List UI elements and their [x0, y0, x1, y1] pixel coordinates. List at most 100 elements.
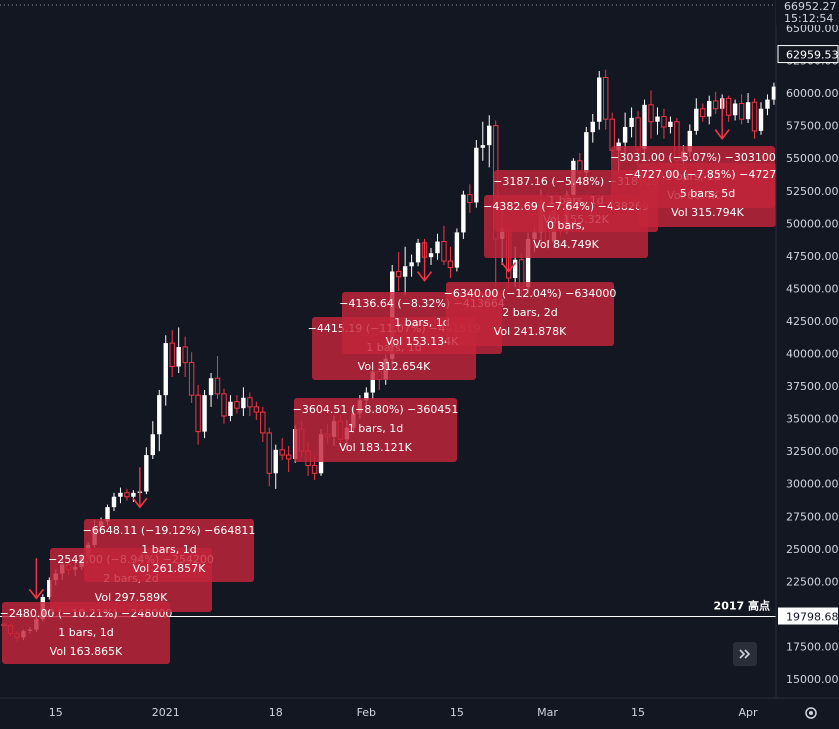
price-tick-label: 32500.00	[786, 445, 839, 458]
last-price: 62959.53	[786, 49, 839, 62]
candle	[221, 388, 227, 424]
candle	[266, 427, 272, 487]
crosshair-price: 66952.27	[784, 0, 837, 13]
candle	[150, 421, 156, 459]
candle	[208, 373, 214, 407]
candle	[144, 447, 149, 495]
annotation-text: 1 bars, 1d	[141, 543, 196, 556]
candle	[648, 90, 654, 139]
candle	[461, 190, 466, 239]
scroll-to-realtime-button[interactable]	[733, 642, 757, 666]
annotation-text: Vol 315.794K	[671, 206, 744, 219]
price-tick-label: 30000.00	[786, 478, 839, 491]
candle	[707, 95, 712, 125]
time-tick-label: 2021	[152, 706, 180, 719]
candle	[47, 577, 52, 600]
price-tick-label: 37500.00	[786, 380, 839, 393]
candle	[214, 356, 221, 400]
measure-annotation[interactable]: −6648.11 (−19.12%) −664811 1 bars, 1d Vol …	[83, 519, 256, 582]
candle	[409, 254, 414, 277]
candle	[118, 487, 123, 504]
price-tick-label: 55000.00	[786, 152, 839, 165]
candle	[474, 139, 479, 208]
candle	[182, 336, 188, 377]
measure-annotation[interactable]: −4382.69 (−7.64%) −438269 0 bars, Vol 84.7…	[483, 195, 649, 258]
candle	[428, 248, 434, 265]
candle	[176, 327, 181, 374]
candle	[694, 98, 699, 135]
annotation-text: Vol 153.134K	[386, 335, 459, 348]
price-tick-label: 40000.00	[786, 348, 839, 361]
candle	[590, 113, 595, 143]
chart-settings-button[interactable]	[805, 707, 817, 719]
crosshair-time: 15:12:54	[784, 12, 833, 25]
measure-annotation[interactable]: −4727.00 (−7.85%) −472700 5 bars, 5d Vol 3…	[625, 163, 791, 227]
annotation-text: Vol 312.654K	[358, 360, 431, 373]
time-axis-labels: 15 2021 18 Feb 15 Mar 15 Apr	[49, 706, 758, 719]
candle	[655, 107, 660, 135]
candle	[454, 228, 460, 272]
price-tick-label: 35000.00	[786, 413, 839, 426]
candle	[629, 107, 634, 138]
candle	[603, 69, 609, 130]
candle	[738, 94, 745, 125]
candle	[447, 246, 454, 278]
time-axis[interactable]	[0, 698, 839, 729]
candle	[241, 387, 246, 416]
candle	[395, 251, 402, 292]
time-tick-label: 15	[450, 706, 464, 719]
annotation-text: Vol 241.878K	[494, 325, 567, 338]
candle	[480, 121, 485, 161]
candle	[700, 103, 706, 122]
candle	[169, 330, 175, 377]
annotation-text: −4727.00 (−7.85%) −472700	[625, 168, 791, 181]
candle	[111, 492, 117, 512]
candle	[285, 445, 292, 472]
time-tick-label: Feb	[357, 706, 376, 719]
candle	[661, 108, 667, 139]
reference-line-label: 2017 高点	[714, 599, 770, 613]
crosshair-price-tag	[776, 0, 839, 25]
annotation-text: Vol 84.749K	[533, 238, 599, 251]
annotation-text: 1 bars, 1d	[348, 422, 403, 435]
candle	[732, 99, 738, 121]
time-tick-label: 18	[269, 706, 283, 719]
price-tick-label: 60000.00	[786, 87, 839, 100]
candle	[713, 91, 719, 114]
price-tick-label: 50000.00	[786, 217, 839, 230]
candle	[725, 95, 732, 122]
candle	[415, 238, 421, 267]
annotation-text: Vol 163.865K	[50, 645, 123, 658]
price-tick-label: 65000.00	[786, 22, 839, 35]
candle	[402, 246, 408, 295]
gear-icon	[805, 707, 817, 719]
annotation-text: −3604.51 (−8.80%) −360451	[293, 403, 459, 416]
price-tick-label: 45000.00	[786, 282, 839, 295]
last-price-tag: 62959.53	[777, 45, 839, 64]
measure-annotation[interactable]: −3604.51 (−8.80%) −360451 1 bars, 1d Vol 1…	[293, 398, 459, 462]
candle	[253, 401, 260, 420]
annotation-text: 2 bars, 2d	[502, 306, 557, 319]
annotation-text: 5 bars, 5d	[680, 187, 735, 200]
candle	[260, 406, 266, 443]
price-tick-label: 22500.00	[786, 575, 839, 588]
annotation-text: Vol 261.857K	[133, 562, 206, 575]
annotation-text: 1 bars, 1d	[394, 316, 449, 329]
candle	[157, 389, 162, 452]
price-tick-label: 52500.00	[786, 185, 839, 198]
candle	[195, 384, 201, 445]
down-arrow-icon	[714, 98, 730, 140]
measure-annotation[interactable]: −6340.00 (−12.04%) −634000 2 bars, 2d Vol …	[444, 282, 617, 346]
price-axis[interactable]	[776, 0, 839, 698]
candle	[435, 233, 440, 260]
candle	[234, 395, 240, 414]
price-tick-label: 42500.00	[786, 315, 839, 328]
annotation-text: 0 bars,	[547, 219, 585, 232]
time-tick-label: Apr	[739, 706, 759, 719]
annotation-text: Vol 183.121K	[339, 441, 412, 454]
candle	[668, 116, 673, 134]
candle	[202, 389, 207, 439]
